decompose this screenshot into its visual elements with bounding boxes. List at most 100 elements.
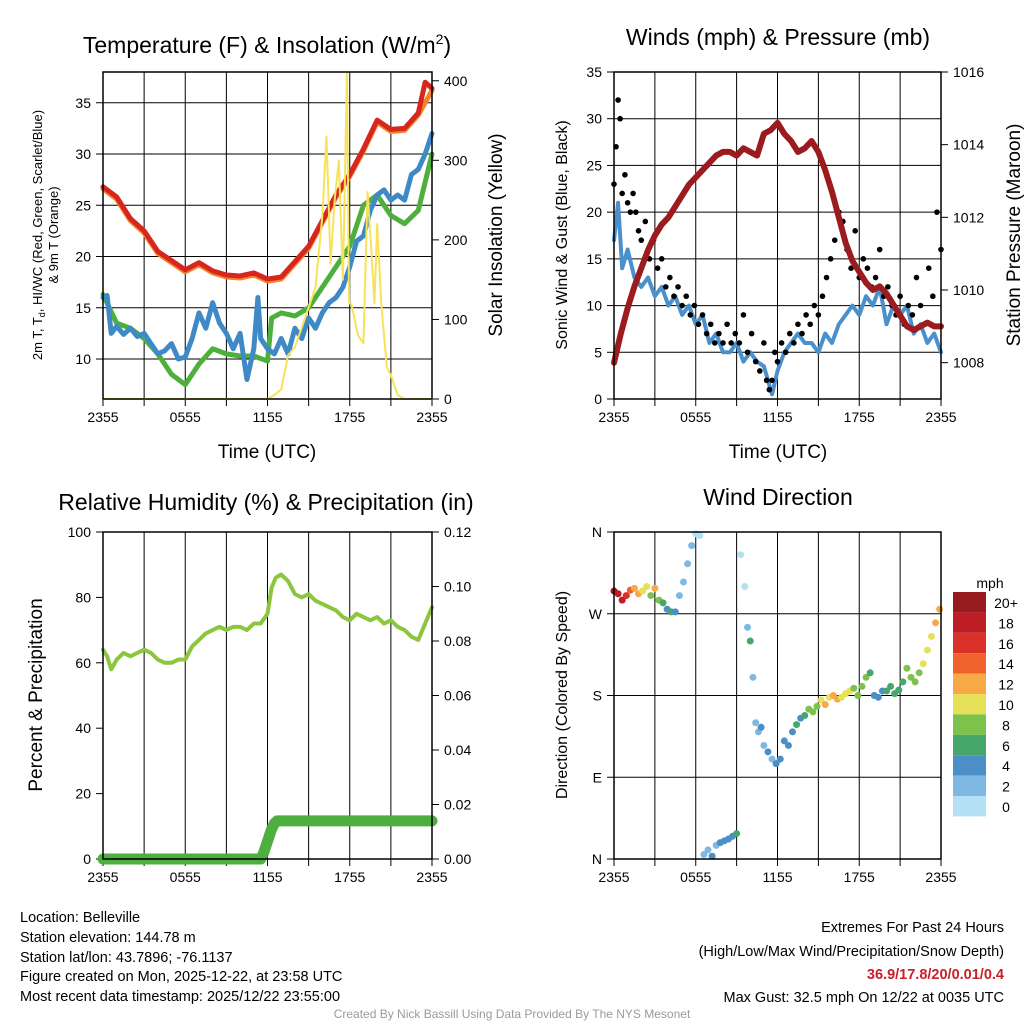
legend-label: 16 <box>998 636 1014 652</box>
gust-point <box>740 312 747 318</box>
wind-direction-y-label: Direction (Colored By Speed) <box>554 591 571 799</box>
x-tick-label: 1755 <box>844 409 875 425</box>
gust-point <box>769 377 775 384</box>
gust-point <box>905 302 912 309</box>
wind-direction-point <box>746 637 754 645</box>
series-sonic-wind <box>612 200 943 397</box>
y-tick-label: W <box>589 606 603 622</box>
wind-direction-point <box>850 684 858 692</box>
gust-point <box>752 358 759 365</box>
elevation-text: Station elevation: 144.78 m <box>20 930 196 946</box>
x-tick-label: 2355 <box>416 409 447 425</box>
gust-point <box>803 312 809 318</box>
series-station-pressure <box>611 119 944 366</box>
gust-point <box>925 265 932 272</box>
solar-y2-label: Solar Insolation (Yellow) <box>486 133 507 336</box>
y-tick-label: 60 <box>75 655 91 671</box>
gust-point <box>624 200 631 206</box>
legend-swatch <box>953 673 986 694</box>
y-tick-label: 0 <box>594 391 602 407</box>
gust-point <box>619 190 625 197</box>
gust-point <box>712 340 718 346</box>
wind-direction-point <box>813 702 821 710</box>
legend-swatch <box>953 612 986 633</box>
x-tick-label: 0555 <box>170 409 201 425</box>
series-hi-wc <box>100 131 435 383</box>
y-tick-label: E <box>593 769 602 785</box>
gust-point <box>691 302 698 309</box>
gust-point <box>876 246 883 253</box>
wind-direction-point <box>768 755 776 763</box>
wind-direction-point <box>614 590 622 598</box>
gust-point <box>786 330 793 337</box>
x-tick-label: 2355 <box>87 409 118 425</box>
series-relative-humidity <box>101 572 434 672</box>
wind-direction-point <box>622 592 630 600</box>
x-tick-label: 1755 <box>334 869 365 885</box>
legend-label: 18 <box>998 615 1014 631</box>
y-tick-label: 80 <box>75 589 91 605</box>
series-precipitation <box>97 815 438 865</box>
gust-point <box>617 115 623 122</box>
y2-tick-label: 200 <box>444 232 468 248</box>
wind-direction-point <box>927 632 935 640</box>
wind-direction-point <box>788 728 796 736</box>
recent-data-text: Most recent data timestamp: 2025/12/22 2… <box>20 989 340 1005</box>
gust-point <box>771 349 778 356</box>
legend-label: 10 <box>998 697 1014 713</box>
gust-point <box>622 171 628 178</box>
wind-direction-point <box>883 687 890 695</box>
gust-point <box>671 293 677 300</box>
legend-label: 8 <box>1002 717 1010 733</box>
wind-direction-point <box>772 760 780 768</box>
legend-label: 14 <box>998 656 1014 672</box>
wind-direction-point <box>643 583 651 590</box>
y-tick-label: 30 <box>75 146 91 162</box>
wind-direction-point <box>764 748 772 756</box>
gust-point <box>917 302 924 309</box>
wind-direction-point <box>899 678 907 686</box>
x-tick-label: 2355 <box>598 869 629 885</box>
wind-direction-point <box>936 605 944 613</box>
legend-label: 4 <box>1002 758 1010 774</box>
gust-point <box>897 293 903 300</box>
gust-point <box>630 190 636 197</box>
y-tick-label: 30 <box>586 111 602 127</box>
y-tick-label: 40 <box>75 720 91 736</box>
series-2m-t <box>100 79 435 282</box>
series-solar-insolation <box>102 71 433 400</box>
legend-label: 20+ <box>994 595 1018 611</box>
gust-point <box>635 228 642 234</box>
wind-direction-point <box>923 646 931 654</box>
wind-direction-point <box>744 623 752 631</box>
gust-point <box>748 330 755 337</box>
legend-label: 2 <box>1002 779 1010 795</box>
legend-swatch <box>953 796 986 817</box>
gust-point <box>736 340 743 346</box>
wind-direction-point <box>919 660 927 668</box>
gust-point <box>795 321 801 328</box>
y-tick-label: 20 <box>75 786 91 802</box>
wind-direction-point <box>630 584 638 592</box>
x-tick-label: 0555 <box>680 869 711 885</box>
wind-direction-point <box>862 673 870 681</box>
wind-direction-point <box>817 696 825 704</box>
y2-tick-label: 100 <box>444 311 468 327</box>
gust-point <box>848 265 854 272</box>
x-tick-label: 1155 <box>762 869 792 885</box>
gust-point <box>638 237 645 243</box>
y-tick-label: 10 <box>586 298 602 314</box>
wind-direction-point <box>903 664 911 672</box>
x-tick-label: 2355 <box>416 869 447 885</box>
wind-direction-point <box>749 673 757 681</box>
gust-point <box>675 284 681 290</box>
gust-point <box>909 312 916 318</box>
legend-label: 6 <box>1002 738 1010 754</box>
gust-point <box>930 293 936 300</box>
gust-point <box>872 274 879 281</box>
winds-x-label: Time (UTC) <box>729 442 828 463</box>
temperature-x-label: Time (UTC) <box>218 442 317 463</box>
wind-direction-point <box>708 852 716 860</box>
plot-frame <box>613 531 942 860</box>
wind-direction-point <box>776 755 784 763</box>
